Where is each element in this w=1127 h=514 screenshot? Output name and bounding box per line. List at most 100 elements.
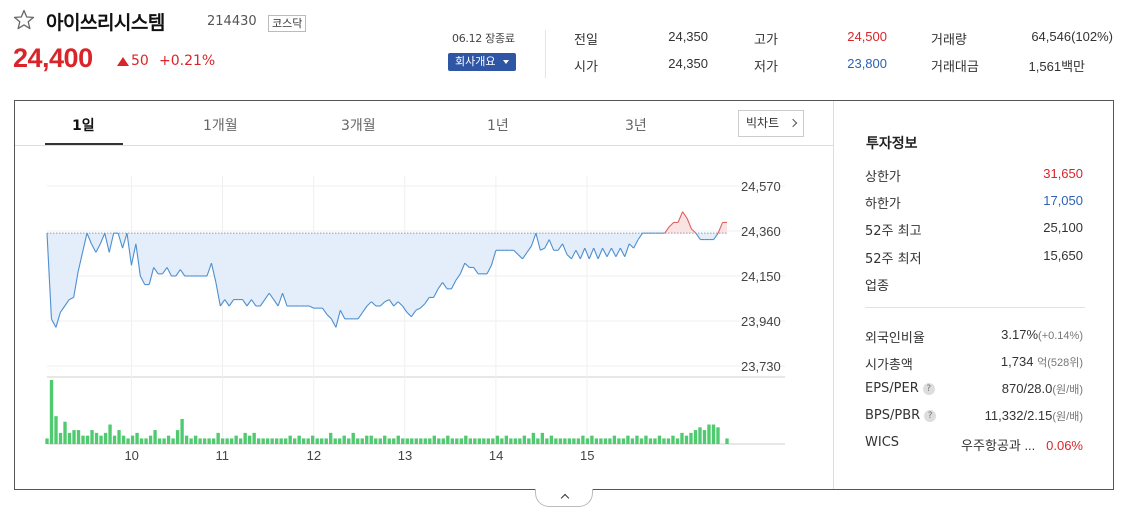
- price-line-segment: [322, 307, 328, 315]
- caret-down-icon: [503, 60, 509, 64]
- volume-bar: [148, 435, 153, 444]
- volume-bar: [716, 427, 720, 444]
- volume-bar: [504, 435, 509, 444]
- panel-divider: [833, 101, 834, 489]
- eps-per-value: 870/28.0: [1001, 381, 1053, 396]
- active-tab-indicator: [45, 143, 123, 145]
- company-overview-label: 회사개요: [455, 55, 496, 68]
- price-line-segment: [628, 243, 635, 249]
- price-line-segment: [179, 269, 186, 277]
- volume-bar: [513, 438, 518, 444]
- volume-bar: [171, 438, 175, 444]
- volume-bar: [76, 430, 81, 444]
- volume-bar: [486, 438, 491, 444]
- volume-bar: [617, 438, 621, 444]
- x-tick-label: 14: [489, 448, 503, 463]
- volume-bar: [144, 438, 148, 444]
- y-tick-label: 24,360: [741, 224, 781, 239]
- volume-bar: [252, 432, 256, 444]
- volume-bar: [495, 435, 500, 444]
- tab-1-year[interactable]: 1년: [487, 118, 509, 134]
- volume-bar: [585, 438, 590, 444]
- info-label-lower-limit: 하한가: [865, 197, 901, 212]
- price-line-segment: [326, 314, 332, 320]
- tab-1-day[interactable]: 1일: [72, 118, 95, 134]
- volume-bar: [180, 418, 184, 444]
- price-line-segment: [686, 217, 692, 230]
- price-line-segment: [593, 247, 599, 260]
- volume-bar: [684, 435, 689, 444]
- price-line-segment: [362, 305, 368, 313]
- price-line-segment: [108, 233, 115, 253]
- quote-label-open: 시가: [574, 60, 598, 75]
- volume-bar: [437, 438, 441, 444]
- volume-bar: [117, 430, 121, 444]
- area-above-baseline: [47, 211, 727, 234]
- volume-bar: [365, 435, 369, 444]
- chevron-right-icon: [788, 118, 798, 128]
- price-line-segment: [228, 299, 235, 307]
- volume-bar: [108, 424, 112, 444]
- volume-bar: [392, 438, 396, 444]
- bps-pbr-label: BPS/PBR: [865, 408, 921, 423]
- volume-bar: [306, 438, 310, 444]
- volume-bar: [135, 432, 139, 444]
- volume-bar: [477, 438, 481, 444]
- company-overview-button[interactable]: 회사개요: [448, 53, 516, 71]
- stock-code: 214430: [207, 14, 257, 29]
- price-line-segment: [544, 239, 550, 249]
- volume-bar: [383, 435, 387, 444]
- info-label-foreign-ratio: 외국인비율: [865, 331, 925, 346]
- price-line-segment: [264, 292, 270, 300]
- wics-sector-link[interactable]: 우주항공과 ...: [961, 438, 1036, 453]
- price-line-segment: [148, 267, 155, 285]
- price-line-segment: [95, 243, 101, 253]
- tab-3-month[interactable]: 3개월: [341, 118, 376, 134]
- price-line-segment: [433, 288, 439, 298]
- volume-bar: [157, 438, 162, 444]
- price-line-segment: [415, 307, 421, 311]
- volume-bar: [67, 432, 72, 444]
- tab-1-month[interactable]: 1개월: [203, 118, 238, 134]
- volume-bar: [414, 438, 418, 444]
- price-line-segment: [610, 247, 617, 257]
- volume-bar: [468, 438, 472, 444]
- price-line-segment: [104, 233, 110, 253]
- volume-bar: [225, 438, 229, 444]
- market-cap-rank: 억(528위): [1037, 357, 1083, 369]
- price-line-segment: [437, 282, 444, 290]
- volume-bar: [396, 435, 400, 444]
- volume-bar: [193, 435, 198, 444]
- bigchart-button[interactable]: 빅차트: [738, 110, 804, 137]
- info-value-eps-per: 870/28.0(원/배): [1002, 381, 1083, 397]
- volume-bar: [58, 432, 63, 444]
- volume-bar: [220, 438, 225, 444]
- help-icon[interactable]: ?: [922, 383, 935, 395]
- volume-bar: [351, 432, 355, 444]
- price-line-segment: [117, 232, 124, 249]
- x-tick-label: 11: [216, 448, 230, 463]
- volume-bar: [536, 438, 540, 444]
- eps-per-unit: (원/배): [1052, 384, 1083, 396]
- volume-bar: [626, 435, 630, 444]
- x-tick-label: 15: [580, 448, 594, 463]
- price-line-segment: [455, 273, 461, 281]
- price-line-segment: [357, 312, 364, 320]
- price-line-segment: [677, 211, 684, 223]
- favorite-star-icon[interactable]: [12, 8, 36, 32]
- tab-3-year[interactable]: 3년: [625, 118, 647, 134]
- x-tick-label: 12: [307, 448, 321, 463]
- quote-label-volume: 거래량: [931, 33, 967, 48]
- volume-bar: [567, 438, 572, 444]
- volume-bar: [518, 438, 522, 444]
- quote-label-trade-amount: 거래대금: [931, 60, 979, 75]
- price-line-segment: [695, 232, 701, 240]
- volume-bar: [540, 432, 545, 444]
- volume-bar: [410, 438, 414, 444]
- volume-bar: [639, 438, 644, 444]
- divider: [545, 30, 546, 78]
- help-icon[interactable]: ?: [924, 410, 937, 422]
- volume-bar: [293, 438, 297, 444]
- price-line-segment: [77, 252, 84, 272]
- collapse-button[interactable]: [535, 489, 593, 507]
